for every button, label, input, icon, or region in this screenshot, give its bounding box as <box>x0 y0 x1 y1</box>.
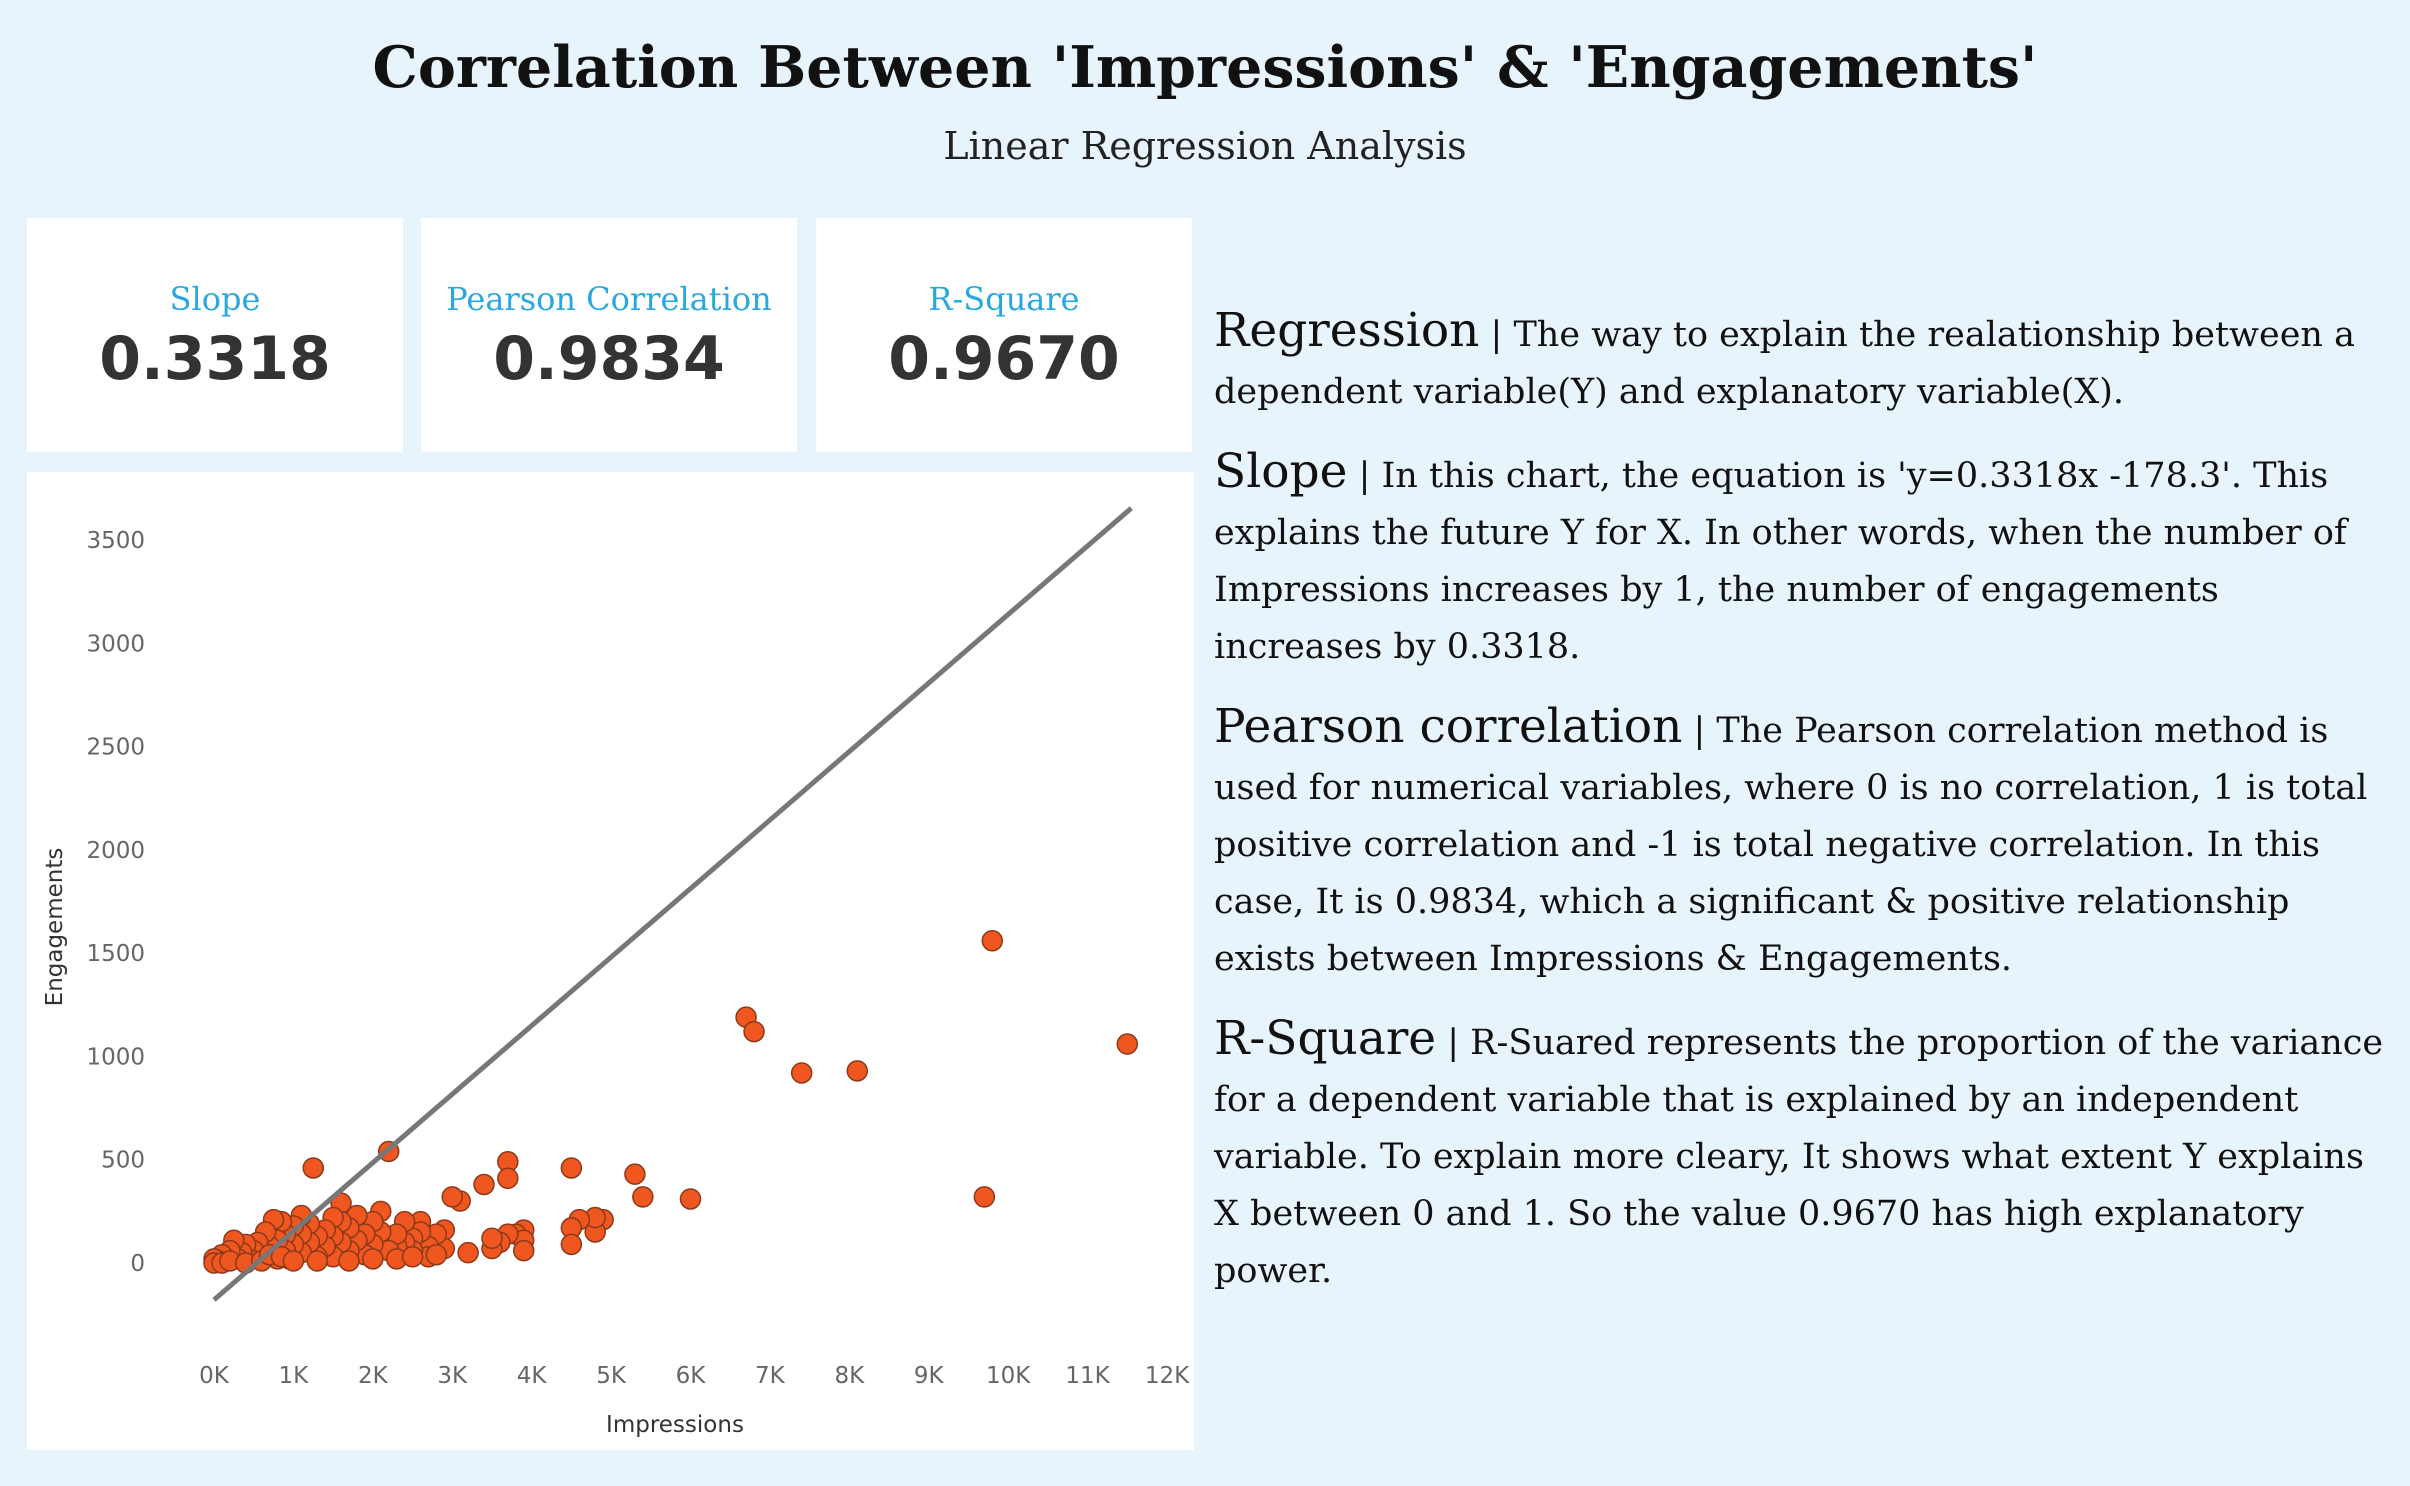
explanation-r-square: R-Square | R-Suared represents the propo… <box>1214 1010 2394 1300</box>
scatter-chart-panel: 0 500 1000 1500 2000 2500 3000 3500 0K 1K 2K 3K 4K 5… <box>27 472 1194 1450</box>
data-point <box>512 1239 535 1262</box>
explanation-text: | In this chart, the equation is 'y=0.33… <box>1214 456 2347 667</box>
data-point <box>302 1157 325 1179</box>
y-tick-label: 500 <box>101 1148 145 1174</box>
data-point <box>560 1233 583 1256</box>
y-tick-label: 3000 <box>86 631 145 657</box>
data-point <box>560 1157 583 1179</box>
data-point <box>743 1020 765 1043</box>
x-tick-label: 1K <box>279 1363 310 1389</box>
x-tick-label: 7K <box>755 1363 786 1389</box>
x-tick-label: 3K <box>437 1363 468 1389</box>
explanation-text: | The way to explain the realationship b… <box>1214 315 2355 412</box>
kpi-label: Slope <box>169 280 261 318</box>
x-tick-label: 9K <box>914 1363 945 1389</box>
x-axis-ticks: 0K 1K 2K 3K 4K 5K 6K 7K 8K 9K 10K 11K 12K <box>199 1363 1190 1389</box>
explanation-text: | The Pearson correlation method is used… <box>1214 711 2368 979</box>
x-tick-label: 2K <box>358 1363 389 1389</box>
explanation-panel: Regression | The way to explain the real… <box>1214 302 2394 1322</box>
x-tick-label: 8K <box>834 1363 865 1389</box>
explanation-slope: Slope | In this chart, the equation is '… <box>1214 443 2394 676</box>
kpi-value: 0.9670 <box>888 324 1120 394</box>
data-point <box>790 1062 813 1084</box>
trend-line <box>212 506 1133 1302</box>
kpi-card-slope: Slope 0.3318 <box>27 218 403 452</box>
page-subtitle: Linear Regression Analysis <box>943 124 1467 168</box>
data-point <box>481 1227 503 1249</box>
y-tick-label: 1000 <box>86 1044 145 1070</box>
data-point <box>632 1186 654 1208</box>
x-tick-label: 4K <box>517 1363 548 1389</box>
trend-line-group <box>212 506 1133 1302</box>
y-axis-ticks: 0 500 1000 1500 2000 2500 3000 3500 <box>86 528 145 1277</box>
y-tick-label: 2000 <box>86 838 145 864</box>
kpi-value: 0.3318 <box>99 324 331 394</box>
data-point <box>338 1250 360 1272</box>
data-point <box>679 1188 702 1210</box>
x-tick-label: 11K <box>1065 1363 1110 1389</box>
data-point <box>981 929 1004 952</box>
y-tick-label: 1500 <box>86 941 145 967</box>
kpi-card-pearson-correlation: Pearson Correlation 0.9834 <box>421 218 797 452</box>
kpi-card-r-square: R-Square 0.9670 <box>816 218 1192 452</box>
data-point <box>973 1186 996 1208</box>
y-tick-label: 0 <box>130 1251 145 1277</box>
data-point <box>362 1248 384 1270</box>
y-axis-title: Engagements <box>42 848 68 1007</box>
data-point <box>401 1246 424 1268</box>
explanation-term: Pearson correlation <box>1214 699 1683 754</box>
data-point <box>624 1163 646 1185</box>
x-tick-label: 6K <box>676 1363 707 1389</box>
explanation-pearson: Pearson correlation | The Pearson correl… <box>1214 698 2394 988</box>
data-point <box>425 1243 448 1266</box>
x-tick-label: 0K <box>199 1363 230 1389</box>
kpi-value: 0.9834 <box>493 324 725 394</box>
x-tick-label: 5K <box>596 1363 627 1389</box>
data-point <box>282 1250 305 1272</box>
data-points <box>203 929 1139 1274</box>
data-point <box>441 1186 463 1208</box>
data-point <box>473 1173 495 1196</box>
data-point <box>846 1060 869 1082</box>
explanation-term: Regression <box>1214 303 1480 358</box>
x-tick-label: 12K <box>1145 1363 1190 1389</box>
data-point <box>457 1241 479 1264</box>
y-tick-label: 2500 <box>86 735 145 761</box>
scatter-chart: 0 500 1000 1500 2000 2500 3000 3500 0K 1K 2K 3K 4K 5… <box>42 506 1190 1438</box>
explanation-regression: Regression | The way to explain the real… <box>1214 302 2394 421</box>
data-point <box>497 1167 519 1190</box>
page-title: Correlation Between 'Impressions' & 'Eng… <box>372 34 2038 101</box>
data-point <box>1116 1033 1139 1055</box>
explanation-text: | R-Suared represents the proportion of … <box>1214 1023 2384 1291</box>
data-point <box>306 1250 328 1272</box>
x-axis-title: Impressions <box>606 1412 744 1438</box>
x-tick-label: 10K <box>986 1363 1031 1389</box>
kpi-label: Pearson Correlation <box>446 280 772 318</box>
explanation-term: Slope <box>1214 444 1348 499</box>
explanation-term: R-Square <box>1214 1011 1437 1066</box>
kpi-label: R-Square <box>928 280 1080 318</box>
y-tick-label: 3500 <box>86 528 145 554</box>
